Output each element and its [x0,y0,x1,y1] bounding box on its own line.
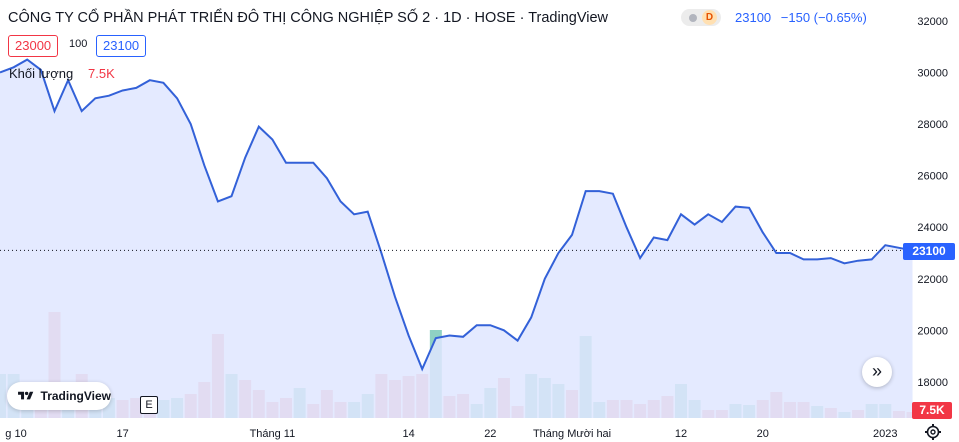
x-tick-label: 12 [675,428,687,440]
last-price-tag: 23100 [903,243,955,260]
y-tick-label: 24000 [917,222,948,234]
status-dot-icon [689,14,697,22]
last-volume-tag: 7.5K [912,402,952,419]
earnings-event-marker[interactable]: E [140,396,158,414]
y-tick-label: 32000 [917,16,948,28]
x-tick-label: g 10 [5,428,26,440]
volume-legend-value: 7.5K [88,66,115,81]
x-tick-label: Tháng Mười hai [533,428,611,440]
lot-size: 100 [69,38,88,50]
volume-legend-label: Khối lượng [9,66,74,81]
symbol-title: CÔNG TY CỔ PHẦN PHÁT TRIỂN ĐÔ THỊ CÔNG N… [8,10,609,26]
tradingview-logo-icon [18,391,34,400]
gear-icon[interactable] [924,423,942,441]
x-tick-label: 17 [116,428,128,440]
y-tick-label: 22000 [917,274,948,286]
market-status-pill[interactable]: D [681,9,721,26]
price-area [0,59,913,418]
x-tick-label: Tháng 11 [250,428,296,440]
x-tick-label: 2023 [873,428,897,440]
y-tick-label: 30000 [917,67,948,79]
x-tick-label: 20 [757,428,769,440]
sell-button[interactable]: 23000 [8,35,59,57]
time-axis: g 10 17 Tháng 11 14 22 Tháng Mười hai 12 20 2023 [5,428,897,440]
delayed-badge: D [702,10,717,25]
chart-title: CÔNG TY CỔ PHẦN PHÁT TRIỂN ĐÔ THỊ CÔNG N… [8,8,608,28]
y-tick-label: 18000 [917,377,948,389]
y-tick-label: 28000 [917,119,948,131]
price-axis: 32000 30000 28000 26000 24000 22000 20000 18000 [917,16,948,389]
y-tick-label: 26000 [917,171,948,183]
buy-button[interactable]: 23100 [96,35,147,57]
tradingview-logo[interactable]: TradingView [7,382,111,410]
tradingview-logo-text: TradingView [40,389,111,403]
x-tick-label: 14 [402,428,414,440]
y-tick-label: 20000 [917,325,948,337]
price-line [0,58,913,372]
scroll-to-realtime-button[interactable]: » [862,357,892,387]
quote-summary: 23100 −150 (−0.65%) [735,10,873,25]
last-price: 23100 [735,10,772,25]
price-change: −150 (−0.65%) [780,10,867,25]
x-tick-label: 22 [484,428,496,440]
